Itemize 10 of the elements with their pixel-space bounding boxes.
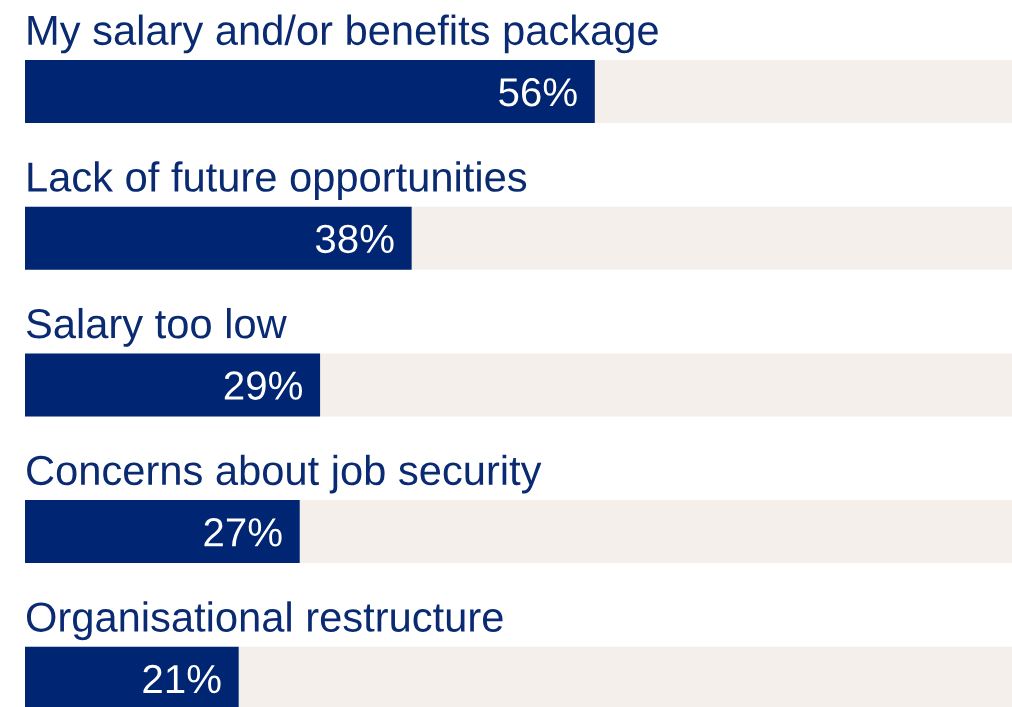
data-label: 21% — [143, 664, 221, 694]
data-label: 38% — [315, 224, 394, 254]
y-tick-label: Lack of future opportunities — [28, 161, 527, 201]
y-tick-label: Salary too low — [26, 307, 287, 347]
y-tick-label: Organisational restructure — [26, 601, 503, 641]
y-tick-label: My salary and/or benefits package — [28, 14, 658, 54]
data-label: 56% — [499, 77, 577, 107]
data-label: 29% — [224, 371, 302, 400]
y-tick-label: Concerns about job security — [27, 454, 542, 494]
data-label: 27% — [204, 518, 282, 547]
